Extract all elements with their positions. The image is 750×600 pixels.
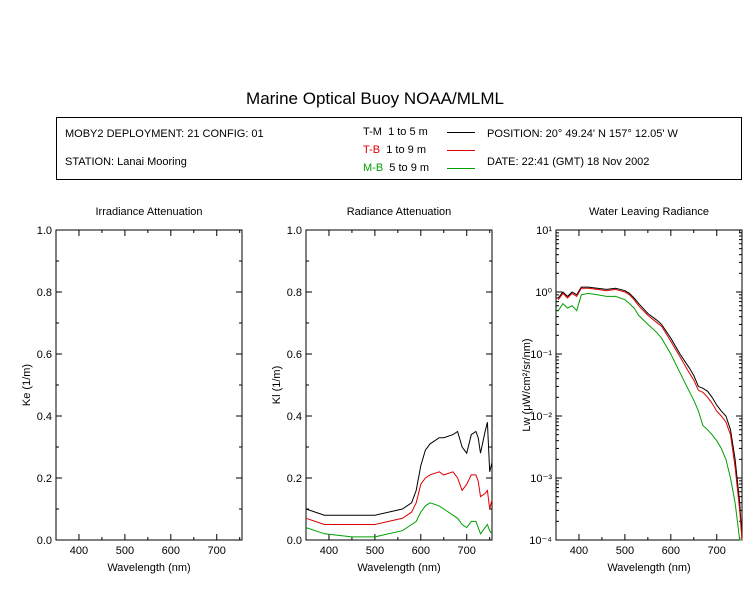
y-tick-label: 0.8: [37, 287, 52, 299]
y-tick-label: 10⁻³: [530, 473, 552, 485]
info-box: MOBY2 DEPLOYMENT: 21 CONFIG: 01 STATION:…: [56, 117, 742, 180]
legend-item-t-b: T-B 1 to 9 m: [363, 144, 426, 156]
position-text: POSITION: 20° 49.24' N 157° 12.05' W: [487, 128, 678, 140]
legend-line-m-b: [447, 168, 475, 169]
plot-frame: [55, 229, 243, 541]
y-axis-label: Ke (1/m): [21, 364, 33, 406]
legend-range: 1 to 5 m: [388, 126, 428, 138]
y-tick-label: 0.0: [37, 535, 52, 547]
x-tick-label: 400: [320, 545, 338, 557]
x-tick-label: 600: [162, 545, 180, 557]
x-tick-label: 600: [412, 545, 430, 557]
station-text: STATION: Lanai Mooring: [65, 156, 187, 168]
x-tick-label: 500: [366, 545, 384, 557]
x-tick-label: 700: [708, 545, 726, 557]
series-line-t-m: [557, 286, 743, 541]
legend-range: 5 to 9 m: [389, 162, 430, 174]
y-axis-label: Kl (1/m): [271, 366, 283, 405]
x-tick-label: 700: [458, 545, 476, 557]
y-tick-label: 10⁻²: [530, 411, 552, 423]
y-tick-label: 10⁻¹: [530, 349, 552, 361]
y-tick-label: 1.0: [287, 225, 302, 237]
x-tick-label: 600: [662, 545, 680, 557]
chart-title: Irradiance Attenuation: [95, 206, 202, 218]
y-tick-label: 10⁻⁴: [529, 535, 552, 547]
x-axis-label: Wavelength (nm): [607, 562, 690, 574]
date-text: DATE: 22:41 (GMT) 18 Nov 2002: [487, 156, 650, 168]
x-tick-label: 500: [616, 545, 634, 557]
y-tick-label: 10⁰: [535, 287, 552, 299]
legend-code: T-B: [363, 144, 381, 156]
y-tick-label: 0.8: [287, 287, 302, 299]
y-tick-label: 10¹: [536, 225, 552, 237]
y-tick-label: 0.4: [37, 411, 52, 423]
chart-title: Radiance Attenuation: [347, 206, 452, 218]
x-tick-label: 700: [208, 545, 226, 557]
x-tick-label: 400: [70, 545, 88, 557]
series-line-t-m: [305, 422, 493, 516]
y-tick-label: 0.6: [287, 349, 302, 361]
y-tick-label: 0.2: [287, 473, 302, 485]
y-axis-label: Lw (μW/cm²/sr/nm): [521, 338, 533, 431]
legend-line-t-m: [447, 132, 475, 133]
deployment-text: MOBY2 DEPLOYMENT: 21 CONFIG: 01: [65, 128, 264, 140]
y-tick-label: 0.2: [37, 473, 52, 485]
y-tick-label: 0.0: [287, 535, 302, 547]
series-line-t-b: [557, 287, 743, 541]
x-tick-label: 400: [570, 545, 588, 557]
legend-code: T-M: [363, 126, 382, 138]
series-line-t-b: [305, 471, 493, 525]
plot-frame: [555, 229, 743, 541]
legend-item-t-m: T-M 1 to 5 m: [363, 126, 428, 138]
series-line-m-b: [557, 292, 742, 541]
legend-code: M-B: [363, 162, 384, 174]
legend-range: 1 to 9 m: [386, 144, 426, 156]
chart-title: Water Leaving Radiance: [589, 206, 709, 218]
plot-frame: [305, 229, 493, 541]
series-line-m-b: [305, 502, 493, 538]
y-tick-label: 1.0: [37, 225, 52, 237]
x-tick-label: 500: [116, 545, 134, 557]
x-axis-label: Wavelength (nm): [107, 562, 190, 574]
page-title: Marine Optical Buoy NOAA/MLML: [246, 89, 504, 108]
legend-line-t-b: [447, 150, 475, 151]
y-tick-label: 0.6: [37, 349, 52, 361]
y-tick-label: 0.4: [287, 411, 302, 423]
legend-item-m-b: M-B 5 to 9 m: [363, 162, 429, 174]
x-axis-label: Wavelength (nm): [357, 562, 440, 574]
